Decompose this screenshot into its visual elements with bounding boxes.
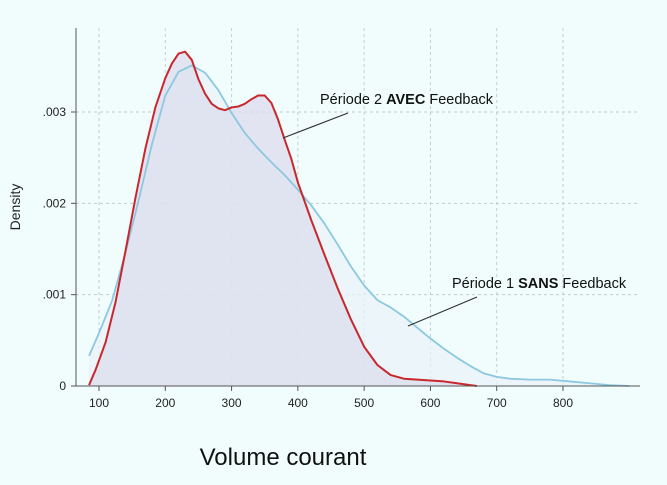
y-tick-label: 0 <box>59 379 66 393</box>
series-areas <box>89 51 630 387</box>
x-axis-title: Volume courant <box>200 444 367 471</box>
x-tick-label: 600 <box>420 396 440 410</box>
y-tick-label: .001 <box>43 288 67 302</box>
annotation-label-part: Période 1 <box>452 276 518 292</box>
x-tick-label: 200 <box>155 396 175 410</box>
series-line-0 <box>88 50 477 387</box>
series-lines <box>88 50 630 387</box>
annotation-label-part: SANS <box>518 276 559 292</box>
annotation-label-part: Période 2 <box>320 92 386 108</box>
annotation-pointer-1 <box>407 296 478 327</box>
annotation-label-part: Feedback <box>558 276 626 292</box>
x-tick-label: 100 <box>89 396 109 410</box>
annotation-pointer-0 <box>282 112 349 139</box>
x-tick-label: 700 <box>487 396 507 410</box>
series-area-0 <box>89 51 477 386</box>
y-tick-label: .002 <box>43 196 67 210</box>
annotation-label-1: Période 1 SANS Feedback <box>452 276 627 292</box>
y-axis-title: Density <box>7 184 23 231</box>
axes: 100 200 300 400 500 600 700 800 0 .001 .002 .003 <box>43 28 640 410</box>
annotation-label-part: Feedback <box>425 92 493 108</box>
y-tick-label: .003 <box>43 105 67 119</box>
x-tick-label: 400 <box>288 396 308 410</box>
series-line-1 <box>88 64 630 387</box>
x-tick-label: 300 <box>222 396 242 410</box>
x-tick-label: 500 <box>354 396 374 410</box>
x-tick-label: 800 <box>553 396 573 410</box>
annotation-label-part: AVEC <box>386 92 426 108</box>
annotation-label-0: Période 2 AVEC Feedback <box>320 92 494 108</box>
